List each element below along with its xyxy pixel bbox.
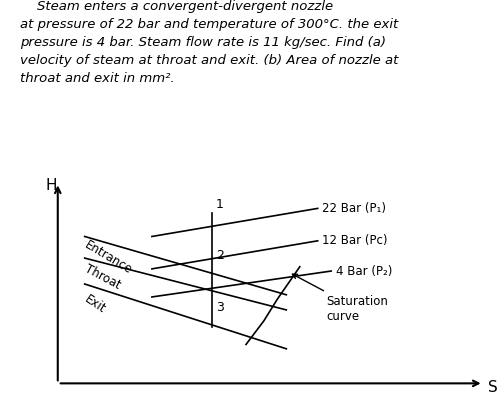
Text: Throat: Throat [83,262,123,292]
Text: 22 Bar (P₁): 22 Bar (P₁) [322,202,386,215]
Text: 2: 2 [216,250,224,262]
Text: 3: 3 [216,301,224,314]
Text: S: S [488,380,498,395]
Text: Saturation
curve: Saturation curve [292,274,388,323]
Text: 12 Bar (Pᴄ): 12 Bar (Pᴄ) [322,234,388,247]
Text: 4 Bar (P₂): 4 Bar (P₂) [336,264,392,278]
Text: Exit: Exit [82,293,108,316]
Text: H: H [45,178,57,193]
Text: 1: 1 [216,198,224,210]
Text: Steam enters a convergent-divergent nozzle
at pressure of 22 bar and temperature: Steam enters a convergent-divergent nozz… [20,0,398,85]
Text: Entrance: Entrance [83,239,134,277]
